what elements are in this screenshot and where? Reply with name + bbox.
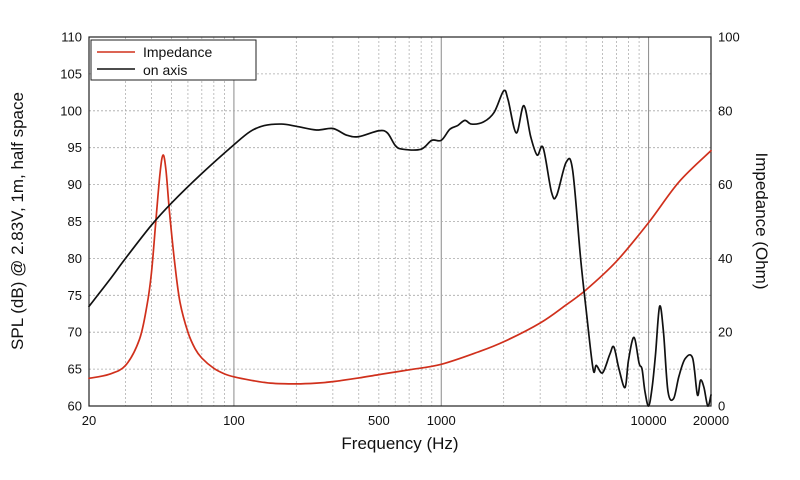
y-left-tick-label: 105 — [60, 66, 82, 81]
y-axis-left-title: SPL (dB) @ 2.83V, 1m, half space — [8, 92, 27, 350]
y-left-tick-label: 110 — [61, 30, 82, 45]
y-right-tick-label: 40 — [718, 251, 732, 266]
y-right-tick-label: 20 — [718, 325, 732, 340]
x-tick-label: 500 — [368, 413, 390, 428]
y-left-tick-label: 80 — [68, 251, 82, 266]
x-tick-label: 20 — [82, 413, 96, 428]
x-tick-label: 100 — [223, 413, 245, 428]
legend: Impedance on axis — [90, 39, 257, 81]
y-left-tick-label: 60 — [68, 399, 82, 414]
x-tick-label: 10000 — [631, 413, 667, 428]
y-right-tick-label: 100 — [718, 30, 740, 45]
series-line-on-axis — [88, 89, 712, 407]
x-tick-label: 20000 — [693, 413, 729, 428]
x-axis-title: Frequency (Hz) — [341, 434, 458, 453]
y-left-tick-label: 75 — [68, 288, 82, 303]
legend-label-on-axis: on axis — [143, 62, 187, 78]
y-right-tick-label: 80 — [718, 103, 732, 118]
legend-label-impedance: Impedance — [143, 44, 212, 60]
y-left-tick-label: 70 — [68, 325, 82, 340]
y-right-tick-label: 0 — [718, 399, 725, 414]
plot-frame — [88, 36, 712, 407]
x-tick-label: 1000 — [427, 413, 456, 428]
plot-area: 60 65 70 75 80 85 90 95 100 105 110 0 20 40 60 80 100 20 1… — [60, 30, 739, 429]
series-line-impedance — [88, 149, 712, 385]
y-left-tick-label: 65 — [68, 362, 82, 377]
y-axis-right-title: Impedance (Ohm) — [752, 153, 771, 290]
y-left-tick-label: 90 — [68, 177, 82, 192]
y-left-tick-label: 100 — [60, 103, 82, 118]
y-right-tick-label: 60 — [718, 177, 732, 192]
y-left-tick-label: 95 — [68, 140, 82, 155]
y-left-tick-label: 85 — [68, 214, 82, 229]
